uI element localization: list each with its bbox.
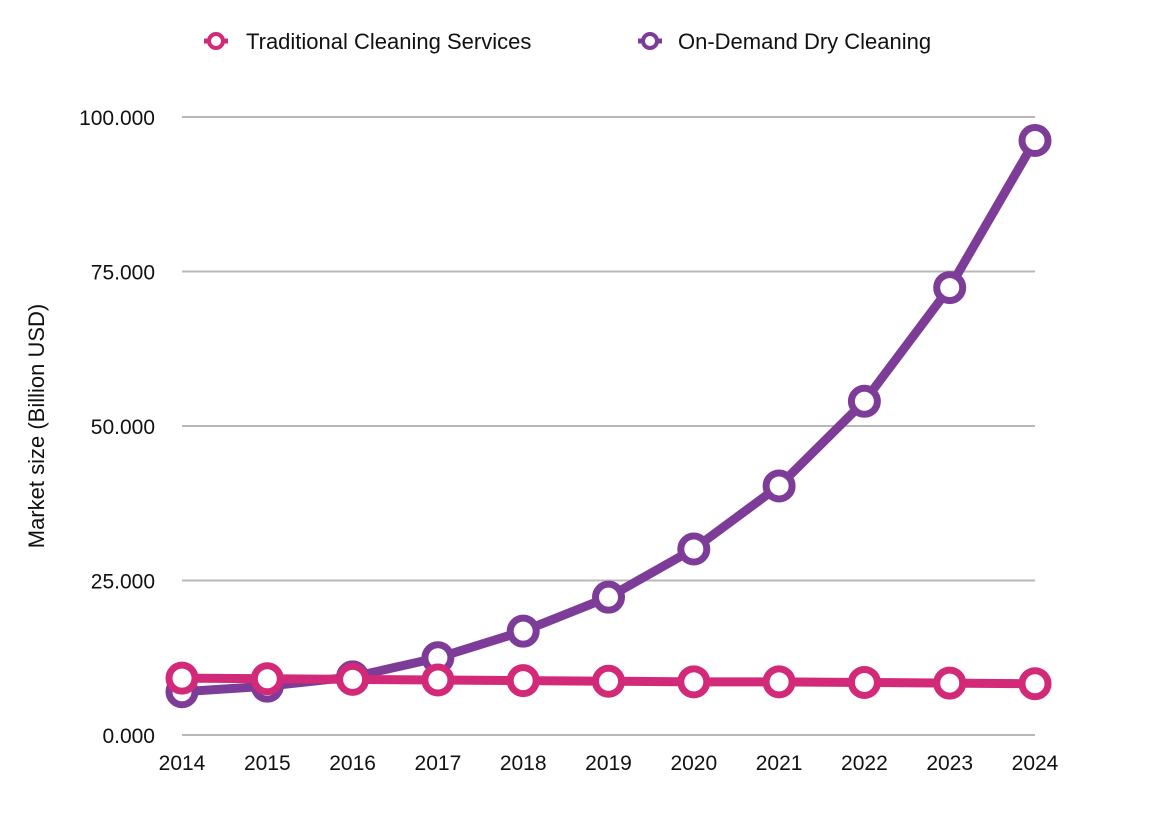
y-tick-label: 50.000	[91, 416, 155, 439]
x-tick-label: 2014	[159, 752, 206, 775]
series-points	[165, 123, 1052, 709]
legend-item: On-Demand Dry Cleaning	[638, 29, 931, 54]
data-point	[1018, 667, 1052, 701]
x-tick-label: 2017	[415, 752, 462, 775]
x-tick-label: 2019	[585, 752, 632, 775]
x-axis-ticks: 2014 2015 2016 2017 2018 2019 2020 2021 2022 2023…	[159, 752, 1059, 775]
data-point	[592, 664, 625, 698]
x-tick-label: 2015	[244, 752, 291, 775]
data-point	[506, 664, 540, 698]
data-point	[847, 665, 881, 699]
x-tick-label: 2022	[841, 752, 888, 775]
data-point	[762, 665, 796, 699]
data-point	[1018, 123, 1052, 157]
y-tick-label: 25.000	[91, 571, 155, 594]
data-point	[677, 532, 711, 566]
data-point	[506, 614, 540, 648]
data-point	[847, 384, 881, 418]
data-point	[250, 662, 284, 696]
legend-marker	[207, 32, 225, 50]
x-tick-label: 2024	[1012, 752, 1059, 775]
y-tick-label: 100.000	[79, 107, 155, 130]
y-axis-title: Market size (Billion USD)	[24, 304, 49, 549]
y-tick-label: 75.000	[91, 262, 155, 285]
data-point	[165, 661, 199, 695]
x-tick-label: 2018	[500, 752, 547, 775]
y-tick-label: 0.000	[102, 725, 155, 748]
data-point	[677, 665, 711, 699]
gridlines	[182, 116, 1035, 736]
data-point	[592, 580, 625, 614]
y-axis-ticks: 0.000 25.000 50.000 75.000 100.000	[79, 107, 155, 748]
data-point	[421, 663, 455, 697]
legend-marker	[641, 32, 659, 50]
x-tick-label: 2023	[926, 752, 973, 775]
x-tick-label: 2016	[329, 752, 376, 775]
data-point	[933, 271, 967, 305]
data-point	[933, 666, 967, 700]
legend-label: On-Demand Dry Cleaning	[678, 29, 931, 54]
legend-item: Traditional Cleaning Services	[204, 29, 531, 54]
x-tick-label: 2020	[670, 752, 717, 775]
x-tick-label: 2021	[756, 752, 803, 775]
data-point	[762, 469, 796, 503]
legend-label: Traditional Cleaning Services	[246, 29, 531, 54]
legend: Traditional Cleaning Services On-Demand D…	[204, 29, 931, 54]
data-point	[336, 662, 370, 696]
